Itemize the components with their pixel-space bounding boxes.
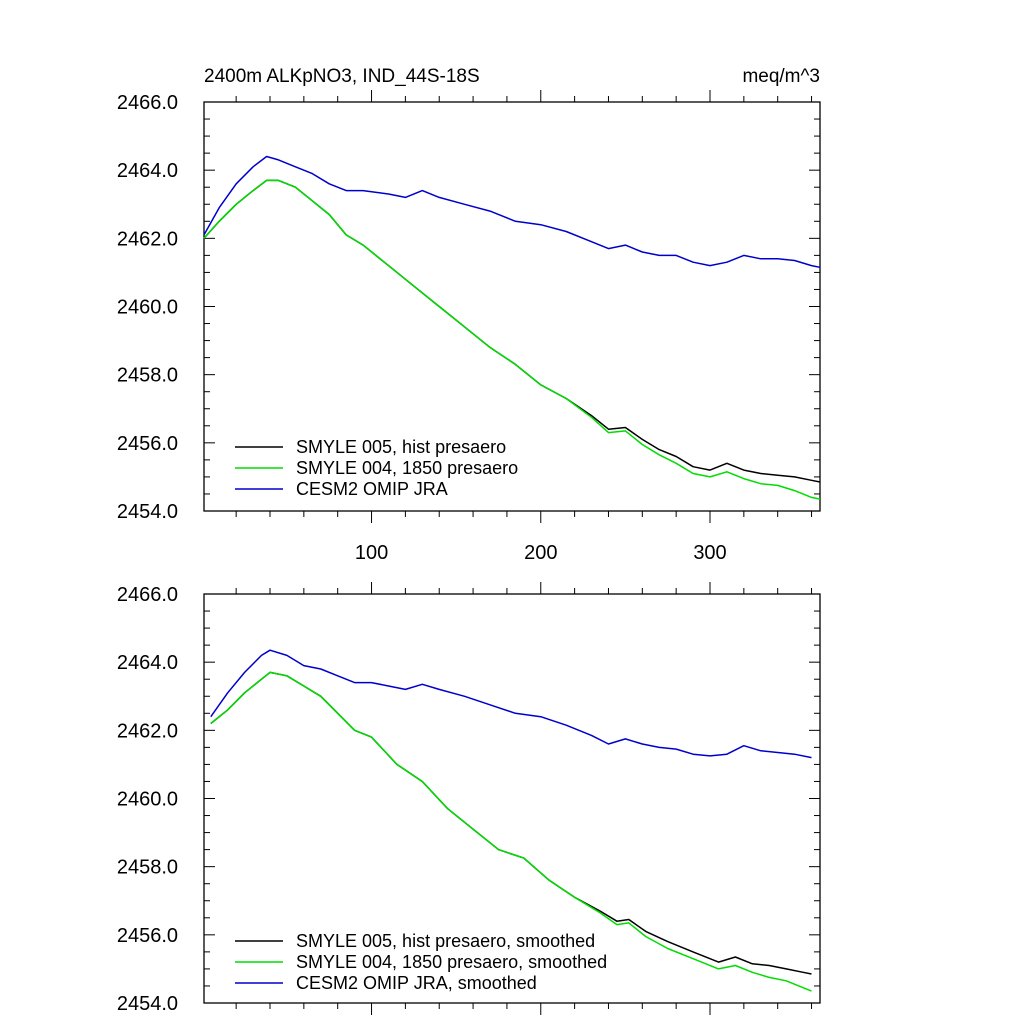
legend-label-3: CESM2 OMIP JRA, smoothed (296, 973, 537, 993)
legend-label-2: SMYLE 004, 1850 presaero (296, 458, 518, 478)
series-line-1 (210, 671, 812, 975)
legend-label-1: SMYLE 005, hist presaero (296, 437, 506, 457)
y-tick-label: 2458.0 (117, 857, 178, 879)
y-tick-label: 2460.0 (117, 789, 178, 811)
series-line-3 (210, 649, 812, 759)
series-line-2 (203, 179, 821, 500)
y-tick-label: 2466.0 (117, 92, 178, 114)
x-tick-label: 200 (524, 542, 557, 564)
y-tick-label: 2460.0 (117, 297, 178, 319)
y-tick-label: 2458.0 (117, 365, 178, 387)
y-tick-label: 2456.0 (117, 925, 178, 947)
chart-title-units: meq/m^3 (742, 66, 820, 87)
y-tick-label: 2454.0 (117, 501, 178, 523)
y-tick-label: 2464.0 (117, 160, 178, 182)
legend-label-1: SMYLE 005, hist presaero, smoothed (296, 931, 595, 951)
top-panel: 2454.0 2456.0 2458.0 2460.0 2462.0 2464.0 2466… (117, 90, 821, 564)
x-tick-label: 100 (355, 542, 388, 564)
y-tick-label: 2462.0 (117, 720, 178, 742)
legend-label-2: SMYLE 004, 1850 presaero, smoothed (296, 952, 607, 972)
series-line-3 (203, 155, 821, 269)
legend-label-3: CESM2 OMIP JRA (296, 479, 448, 499)
bottom-panel: 2454.0 2456.0 2458.0 2460.0 2462.0 2464.0 2466… (117, 582, 821, 1015)
series-line-2 (210, 671, 812, 992)
y-tick-label: 2456.0 (117, 433, 178, 455)
y-tick-label: 2462.0 (117, 228, 178, 250)
chart-title-left: 2400m ALKpNO3, IND_44S-18S (204, 66, 480, 87)
y-tick-label: 2466.0 (117, 584, 178, 606)
x-tick-label: 300 (693, 542, 726, 564)
y-tick-label: 2464.0 (117, 652, 178, 674)
y-tick-label: 2454.0 (117, 993, 178, 1015)
